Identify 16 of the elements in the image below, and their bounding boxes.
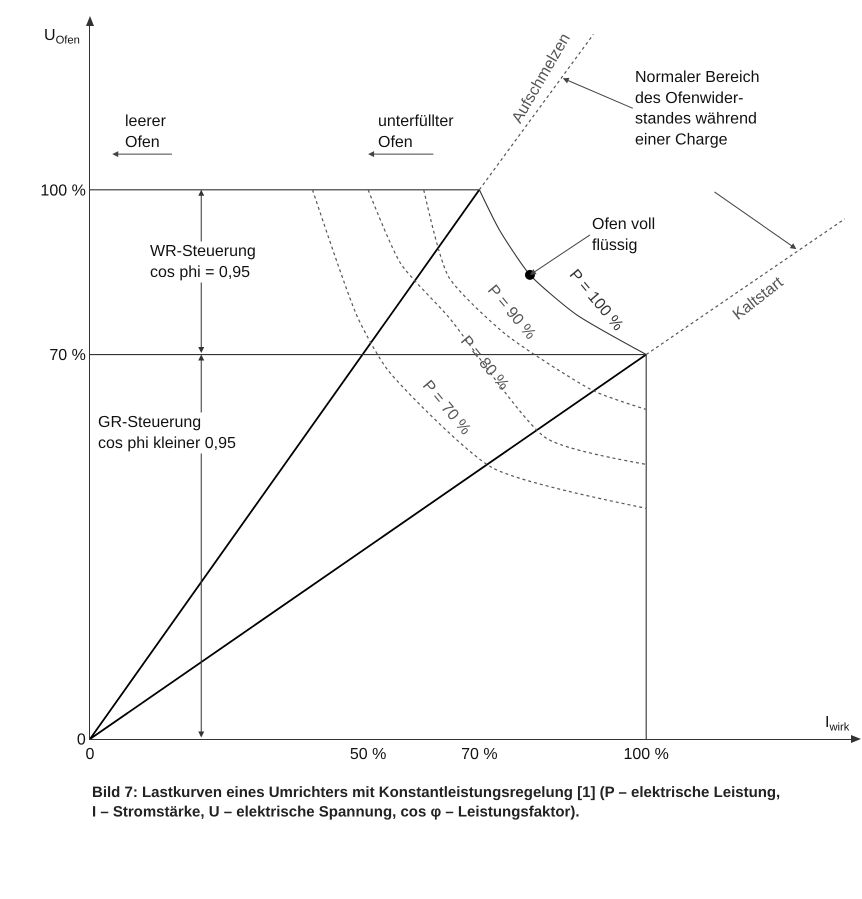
y-tick-label: 100 % xyxy=(40,182,86,200)
x-tick-label: 50 % xyxy=(350,746,386,764)
text: Bild 7: Lastkurven eines Umrichters mit Konstantleistungsregelung [1] (P – elektrische Leistung, I – Stromstärke, U – elektrische Spannung, cos φ – Leistungsfaktor). xyxy=(92,784,780,820)
annotation: Ofen voll flüssig xyxy=(592,216,656,254)
x-tick-label: 70 % xyxy=(461,746,498,764)
annotation: WR-Steuerung cos phi = 0,95 xyxy=(150,243,256,281)
annotation: leerer Ofen xyxy=(125,113,167,151)
y-axis-title: U$_{Ofen}$ xyxy=(44,27,80,46)
annotation: unterfüllter Ofen xyxy=(378,113,454,151)
annotation: Normaler Bereich des Ofenwider- standes während einer Charge xyxy=(635,69,760,148)
x-axis-title: I$_{wirk}$ xyxy=(825,714,850,734)
x-tick-label: 100 % xyxy=(624,746,669,764)
annotation: GR-Steuerung cos phi kleiner 0,95 xyxy=(98,414,236,452)
y-tick-label: 0 xyxy=(76,732,86,749)
text: P = 100 % xyxy=(566,266,626,334)
y-tick-label: 70 % xyxy=(49,347,86,364)
